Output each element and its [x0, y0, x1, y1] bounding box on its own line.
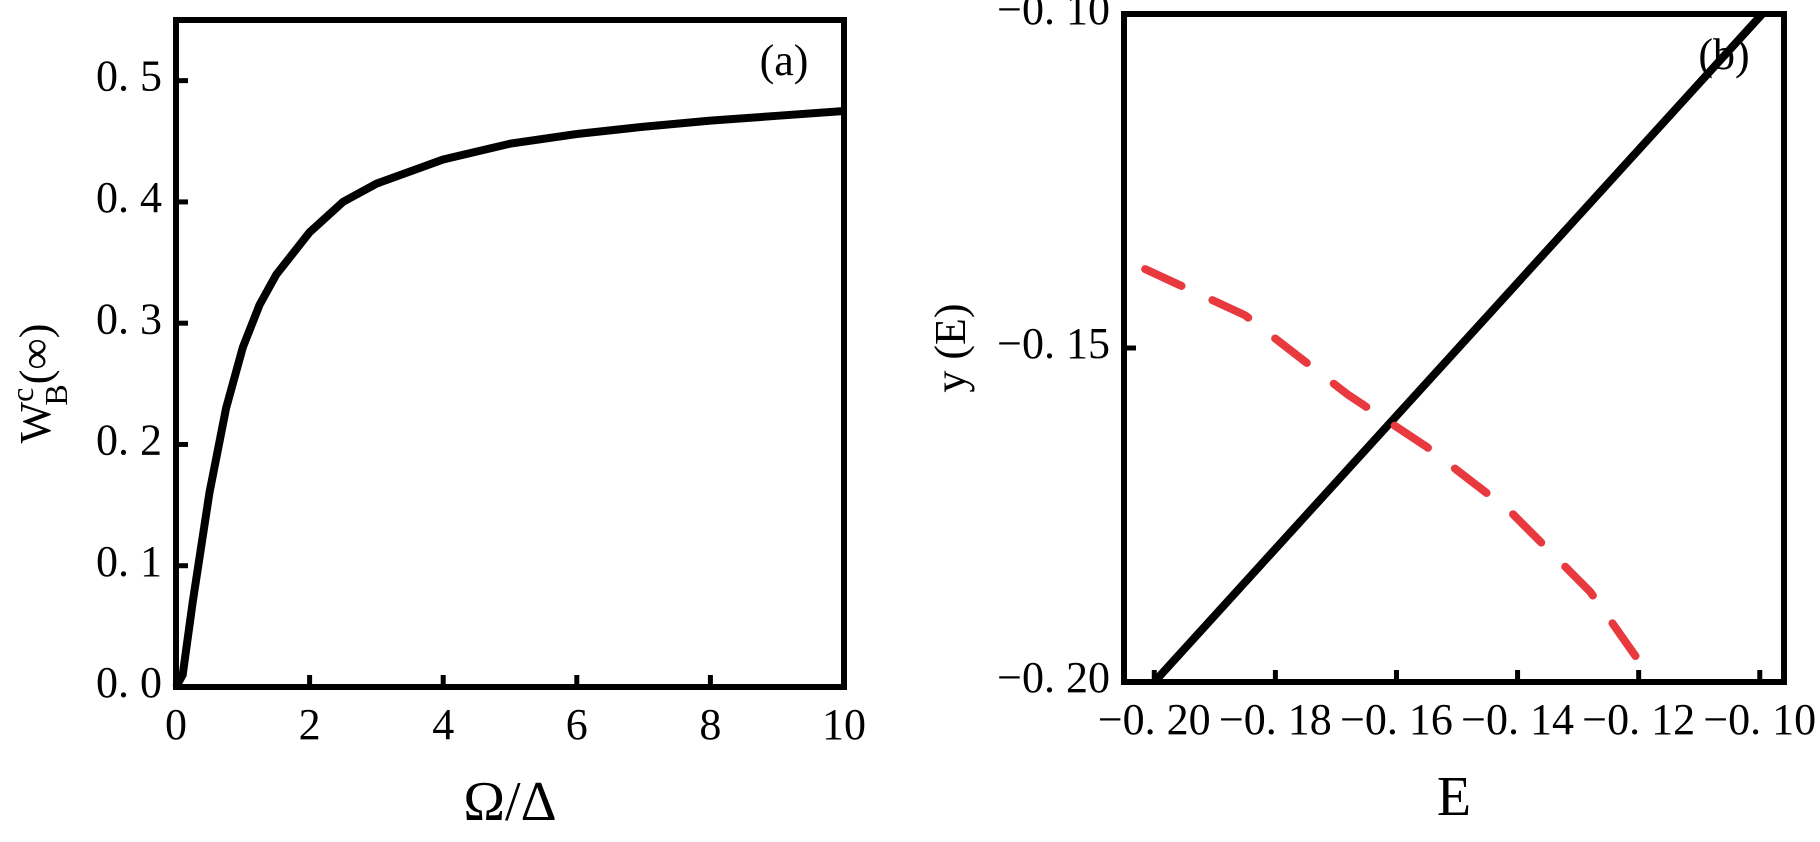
data-line [1151, 11, 1766, 685]
y-label-part: W [11, 401, 60, 443]
x-tick-label: 10 [822, 700, 866, 749]
x-axis-label: Ω/Δ [463, 771, 556, 833]
x-tick-label: −0. 12 [1582, 695, 1695, 744]
y-tick-label: 0. 4 [96, 173, 162, 222]
data-line [172, 106, 845, 689]
y-tick-label: 0. 2 [96, 416, 162, 465]
x-tick-label: −0. 16 [1340, 695, 1453, 744]
x-tick-label: −0. 18 [1219, 695, 1332, 744]
x-tick-label: −0. 10 [1703, 695, 1816, 744]
x-tick-label: 2 [299, 700, 321, 749]
y-axis-label: WcB(∞) [4, 324, 74, 444]
y-tick-label: 0. 5 [96, 52, 162, 101]
x-tick-label: 8 [699, 700, 721, 749]
x-tick-label: −0. 14 [1461, 695, 1574, 744]
y-axis-label-text: WcB(∞) [4, 324, 74, 444]
panel-label: (a) [760, 36, 809, 85]
data-line [1141, 265, 1658, 686]
plot-frame [173, 17, 847, 690]
y-axis-label: y (E) [926, 303, 975, 392]
x-tick-label: 6 [566, 700, 588, 749]
y-tick-label: 0. 3 [96, 294, 162, 343]
y-tick-label: 0. 1 [96, 537, 162, 586]
y-tick-label: −0. 10 [997, 0, 1110, 34]
y-label-part: B [38, 384, 74, 405]
y-tick-label: −0. 15 [997, 319, 1110, 368]
panel-label: (b) [1698, 30, 1749, 79]
y-label-part: (∞) [11, 324, 60, 385]
x-axis-label: E [1437, 766, 1471, 828]
x-tick-label: 0 [165, 700, 187, 749]
y-label-part: c [4, 388, 40, 402]
y-tick-label: 0. 0 [96, 658, 162, 707]
y-tick-label: −0. 20 [997, 653, 1110, 702]
x-tick-label: −0. 20 [1098, 695, 1211, 744]
x-tick-label: 4 [432, 700, 454, 749]
